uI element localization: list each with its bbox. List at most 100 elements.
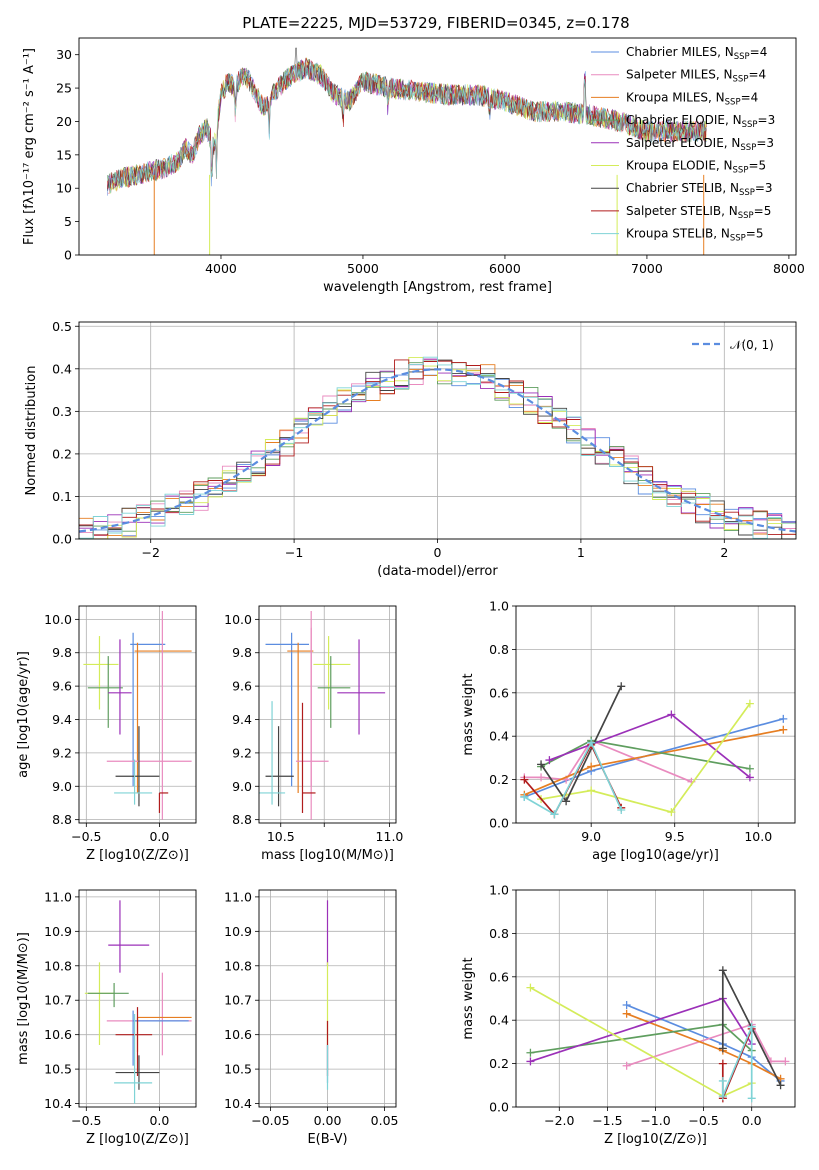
x-tick-label: 4000 xyxy=(205,261,237,276)
weight-marker xyxy=(667,808,676,817)
plot-area xyxy=(83,611,192,820)
z-mass-panel: −0.5 0.0 10.4 10.5 10.6 10.7 10.8 10.9 11.0 Z [lo… xyxy=(16,889,197,1147)
x-tick-label: 10.0 xyxy=(744,829,772,844)
x-tick-label: −0.5 xyxy=(71,829,101,844)
weight-line-salpeter-elodie xyxy=(530,997,753,1063)
errorbar-point-kroupa-elodie xyxy=(84,962,115,1045)
x-tick-label: 7000 xyxy=(631,261,663,276)
y-tick-label: 10 xyxy=(56,181,72,196)
weight-marker xyxy=(747,1094,756,1103)
y-axis-label: mass weight xyxy=(461,673,476,755)
y-tick-label: 11.0 xyxy=(44,889,72,904)
y-tick-label: 0.4 xyxy=(489,1013,509,1028)
errorbar-point-salpeter-stelib xyxy=(158,792,169,813)
weight-marker xyxy=(526,983,535,992)
y-tick-label: 0.3 xyxy=(52,404,72,419)
spectrum-legend: Chabrier MILES, NSSP=4 Salpeter MILES, NS… xyxy=(591,45,775,244)
normal-curve xyxy=(79,368,796,533)
errorbar-point-chabrier-stelib xyxy=(265,726,294,807)
weight-marker xyxy=(718,1044,727,1053)
y-tick-label: 0.0 xyxy=(489,1100,509,1115)
y-tick-label: 10.8 xyxy=(224,958,252,973)
y-tick-label: 10.0 xyxy=(44,612,72,627)
x-axis-label: wavelength [Angstrom, rest frame] xyxy=(323,280,552,295)
weight-marker xyxy=(779,725,788,734)
weight-marker xyxy=(537,773,546,782)
y-tick-label: 0.8 xyxy=(489,642,509,657)
plot-area xyxy=(79,356,796,539)
y-tick-label: 0.4 xyxy=(52,361,72,376)
x-tick-label: −1.5 xyxy=(592,1113,622,1128)
y-tick-label: 1.0 xyxy=(489,883,509,898)
x-tick-label: −0.5 xyxy=(688,1113,718,1128)
weight-marker xyxy=(526,1048,535,1057)
y-tick-label: 0.0 xyxy=(489,816,509,831)
axes-frame xyxy=(78,37,797,256)
weight-line-chabrier-miles xyxy=(524,717,784,798)
weight-marker xyxy=(718,966,727,975)
y-tick-label: 15 xyxy=(56,147,72,162)
weight-marker xyxy=(617,805,626,814)
residuals-panel: −2 −1 0 1 2 0.0 0.1 0.2 0.3 0.4 0.5 (data-model)/er… xyxy=(24,319,797,579)
plot-area xyxy=(107,47,707,255)
weight-marker xyxy=(587,738,596,747)
weight-marker xyxy=(526,1057,535,1066)
y-axis-label: mass [log10(M/M⊙)] xyxy=(16,932,31,1065)
weight-marker xyxy=(622,1009,631,1018)
plot-area xyxy=(259,611,386,820)
axes-frame xyxy=(258,889,397,1108)
y-tick-label: 10.4 xyxy=(224,1096,252,1111)
plot-area xyxy=(84,900,192,1104)
y-axis-label: mass weight xyxy=(461,957,476,1039)
y-tick-label: 10.5 xyxy=(224,1062,252,1077)
y-tick-label: 10.9 xyxy=(44,924,72,939)
weight-line-chabrier-miles xyxy=(626,1004,782,1082)
errorbar-point-kroupa-miles xyxy=(287,642,314,793)
x-axis-label: (data-model)/error xyxy=(377,564,498,579)
y-tick-label: 0.0 xyxy=(52,532,72,547)
errorbar-point-salpeter-miles xyxy=(106,611,192,820)
y-tick-label: 0 xyxy=(64,248,72,263)
x-tick-label: −1.0 xyxy=(640,1113,670,1128)
x-axis-label: Z [log10(Z/Z⊙)] xyxy=(86,1132,189,1147)
weight-line-kroupa-miles xyxy=(524,728,784,796)
weight-marker xyxy=(781,1057,790,1066)
x-axis-label: age [log10(age/yr)] xyxy=(592,848,719,863)
x-tick-label: −0.05 xyxy=(251,1113,289,1128)
errorbar-point-kroupa-stelib xyxy=(259,701,286,805)
ebv-mass-panel: −0.05 0.00 0.05 10.4 10.5 10.6 10.7 10.8 10.9 11.… xyxy=(224,889,398,1147)
x-tick-label: 5000 xyxy=(347,261,379,276)
legend-label-salpeter-stelib: Salpeter STELIB, NSSP=5 xyxy=(626,204,771,221)
x-tick-label: 10.5 xyxy=(267,829,295,844)
y-tick-label: 9.4 xyxy=(232,712,252,727)
weight-marker xyxy=(617,682,626,691)
errorbar-point-kroupa-miles xyxy=(134,642,192,793)
y-tick-label: 0.6 xyxy=(489,685,509,700)
weight-marker xyxy=(520,792,529,801)
x-tick-label: 0.0 xyxy=(742,1113,762,1128)
x-tick-label: 0.0 xyxy=(149,1113,169,1128)
y-tick-label: 10.6 xyxy=(224,1027,252,1042)
legend-label-salpeter-elodie: Salpeter ELODIE, NSSP=3 xyxy=(626,136,774,153)
spectrum-panel: 4000 5000 6000 7000 8000 0 5 10 15 20 25 30 waveleng… xyxy=(22,37,805,295)
axes-frame xyxy=(78,321,797,540)
weight-marker xyxy=(718,1059,727,1068)
z-weight-panel: −2.0 −1.5 −1.0 −0.5 0.0 0.0 0.2 0.4 0.6 0.8 1.0 Z [… xyxy=(461,883,796,1147)
y-tick-label: 1.0 xyxy=(489,599,509,614)
y-tick-label: 20 xyxy=(56,114,72,129)
x-tick-label: −2 xyxy=(141,545,159,560)
y-tick-label: 9.2 xyxy=(52,745,72,760)
x-axis-label: Z [log10(Z/Z⊙)] xyxy=(604,1132,707,1147)
mass-age-panel: 10.5 11.0 8.8 9.0 9.2 9.4 9.6 9.8 10.0 mass [log1… xyxy=(224,605,403,863)
plot-area xyxy=(520,682,788,819)
y-tick-label: 10.4 xyxy=(44,1096,72,1111)
y-tick-label: 9.2 xyxy=(232,745,252,760)
weight-marker xyxy=(537,760,546,769)
weight-marker xyxy=(776,1081,785,1090)
y-axis-label: Flux [fλ10⁻¹⁷ erg cm⁻² s⁻¹ A⁻¹] xyxy=(22,48,37,245)
weight-line-chabrier-elodie xyxy=(540,739,751,770)
y-tick-label: 9.8 xyxy=(232,645,252,660)
weight-marker xyxy=(562,797,571,806)
y-tick-label: 30 xyxy=(56,47,72,62)
legend-label-kroupa-stelib: Kroupa STELIB, NSSP=5 xyxy=(626,227,764,244)
